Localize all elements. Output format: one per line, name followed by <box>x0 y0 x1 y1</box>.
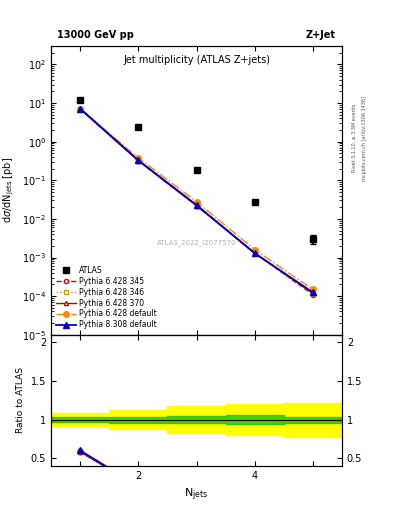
X-axis label: N$_\mathrm{jets}$: N$_\mathrm{jets}$ <box>184 486 209 503</box>
Text: Rivet 3.1.10, ≥ 3.3M events: Rivet 3.1.10, ≥ 3.3M events <box>352 104 357 173</box>
Legend: ATLAS, Pythia 6.428 345, Pythia 6.428 346, Pythia 6.428 370, Pythia 6.428 defaul: ATLAS, Pythia 6.428 345, Pythia 6.428 34… <box>55 264 158 331</box>
Text: ATLAS_2022_I2077570: ATLAS_2022_I2077570 <box>157 239 236 246</box>
Text: 13000 GeV pp: 13000 GeV pp <box>57 30 134 40</box>
Text: mcplots.cern.ch [arXiv:1306.3436]: mcplots.cern.ch [arXiv:1306.3436] <box>362 96 367 181</box>
Text: Z+Jet: Z+Jet <box>306 30 336 40</box>
Text: Jet multiplicity (ATLAS Z+jets): Jet multiplicity (ATLAS Z+jets) <box>123 55 270 65</box>
Y-axis label: d$\sigma$/dN$_\mathrm{jets}$ [pb]: d$\sigma$/dN$_\mathrm{jets}$ [pb] <box>2 157 17 224</box>
Y-axis label: Ratio to ATLAS: Ratio to ATLAS <box>16 367 25 433</box>
